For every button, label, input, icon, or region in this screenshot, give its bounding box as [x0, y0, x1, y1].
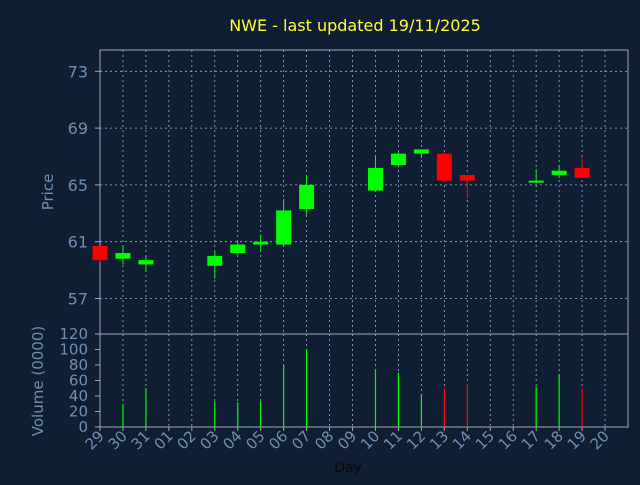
- volume-tick-label: 60: [69, 372, 88, 390]
- candle-body: [528, 180, 544, 183]
- volume-tick-label: 40: [69, 387, 88, 405]
- chart-title: NWE - last updated 19/11/2025: [229, 16, 481, 35]
- volume-axis-label: Volume (0000): [29, 326, 47, 436]
- candle-body: [459, 174, 475, 181]
- x-tick-label: 20: [587, 427, 613, 453]
- volume-panel-frame: [99, 333, 629, 428]
- volume-tick-label: 0: [78, 418, 88, 436]
- price-tick-label: 65: [68, 176, 88, 195]
- candle-body: [230, 244, 246, 254]
- candle-body: [390, 153, 406, 166]
- price-tick-label: 61: [68, 233, 88, 252]
- candle-body: [367, 167, 383, 191]
- candle-body: [299, 184, 315, 210]
- price-axis-label: Price: [39, 174, 57, 211]
- candle-body: [551, 170, 567, 175]
- candle-body: [207, 255, 223, 266]
- price-tick-label: 57: [68, 290, 88, 309]
- candle-body: [436, 153, 452, 181]
- price-panel-frame: [99, 49, 629, 335]
- volume-tick-label: 80: [69, 356, 88, 374]
- price-tick-label: 73: [68, 62, 88, 81]
- volume-tick-label: 100: [59, 341, 88, 359]
- candle-body: [115, 253, 131, 259]
- x-axis-label: Day: [334, 460, 362, 476]
- x-axis-ticks: 2930310102030405060708091011121314151617…: [82, 427, 613, 453]
- price-panel: 57 61 65 69 73: [68, 49, 629, 335]
- candle-body: [92, 245, 108, 261]
- candle-body: [574, 167, 590, 178]
- candle-body: [138, 260, 154, 265]
- price-tick-label: 69: [68, 119, 88, 138]
- candle-body: [253, 241, 269, 245]
- volume-tick-label: 20: [69, 403, 88, 421]
- candle-body: [413, 149, 429, 154]
- volume-tick-label: 120: [59, 325, 88, 343]
- candle-body: [276, 210, 292, 245]
